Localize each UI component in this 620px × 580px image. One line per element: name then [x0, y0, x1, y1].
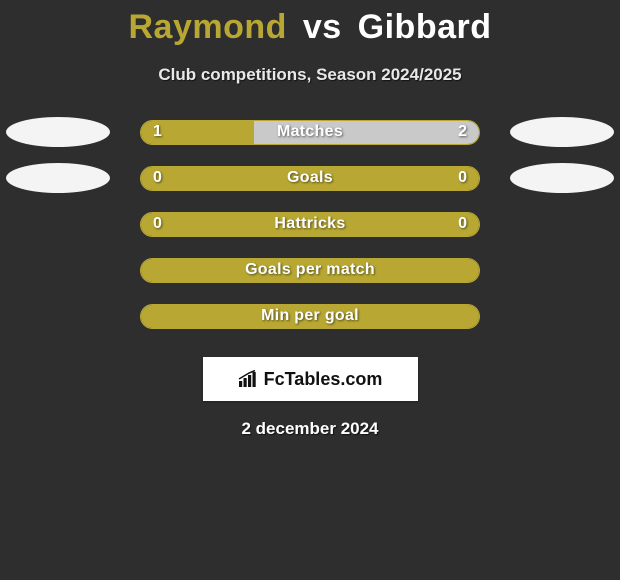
stat-bar: Min per goal [140, 304, 480, 329]
stat-bar: 00Goals [140, 166, 480, 191]
vs-text: vs [303, 8, 342, 46]
brand-content: FcTables.com [238, 369, 383, 390]
stat-label: Matches [141, 121, 479, 144]
subtitle-text: Club competitions, Season 2024/2025 [0, 65, 620, 85]
player2-badge [510, 117, 614, 147]
player2-name: Gibbard [358, 8, 492, 46]
brand-box: FcTables.com [203, 357, 418, 401]
stat-label: Min per goal [141, 305, 479, 328]
player2-badge [510, 163, 614, 193]
stats-rows: 12Matches 00Goals 00Hattricks Goals per mat… [0, 109, 620, 339]
player1-badge [6, 163, 110, 193]
stat-row: Goals per match [0, 247, 620, 293]
player1-name: Raymond [129, 8, 287, 46]
date-text: 2 december 2024 [0, 419, 620, 439]
bar-chart-icon [238, 370, 260, 388]
stat-bar: Goals per match [140, 258, 480, 283]
stat-label: Hattricks [141, 213, 479, 236]
stat-bar: 00Hattricks [140, 212, 480, 237]
stat-label: Goals per match [141, 259, 479, 282]
brand-label: FcTables.com [264, 369, 383, 390]
stat-label: Goals [141, 167, 479, 190]
stat-row: Min per goal [0, 293, 620, 339]
stat-row: 00Goals [0, 155, 620, 201]
stat-row: 00Hattricks [0, 201, 620, 247]
stat-row: 12Matches [0, 109, 620, 155]
comparison-title: Raymond vs Gibbard [0, 0, 620, 47]
player1-badge [6, 117, 110, 147]
stat-bar: 12Matches [140, 120, 480, 145]
